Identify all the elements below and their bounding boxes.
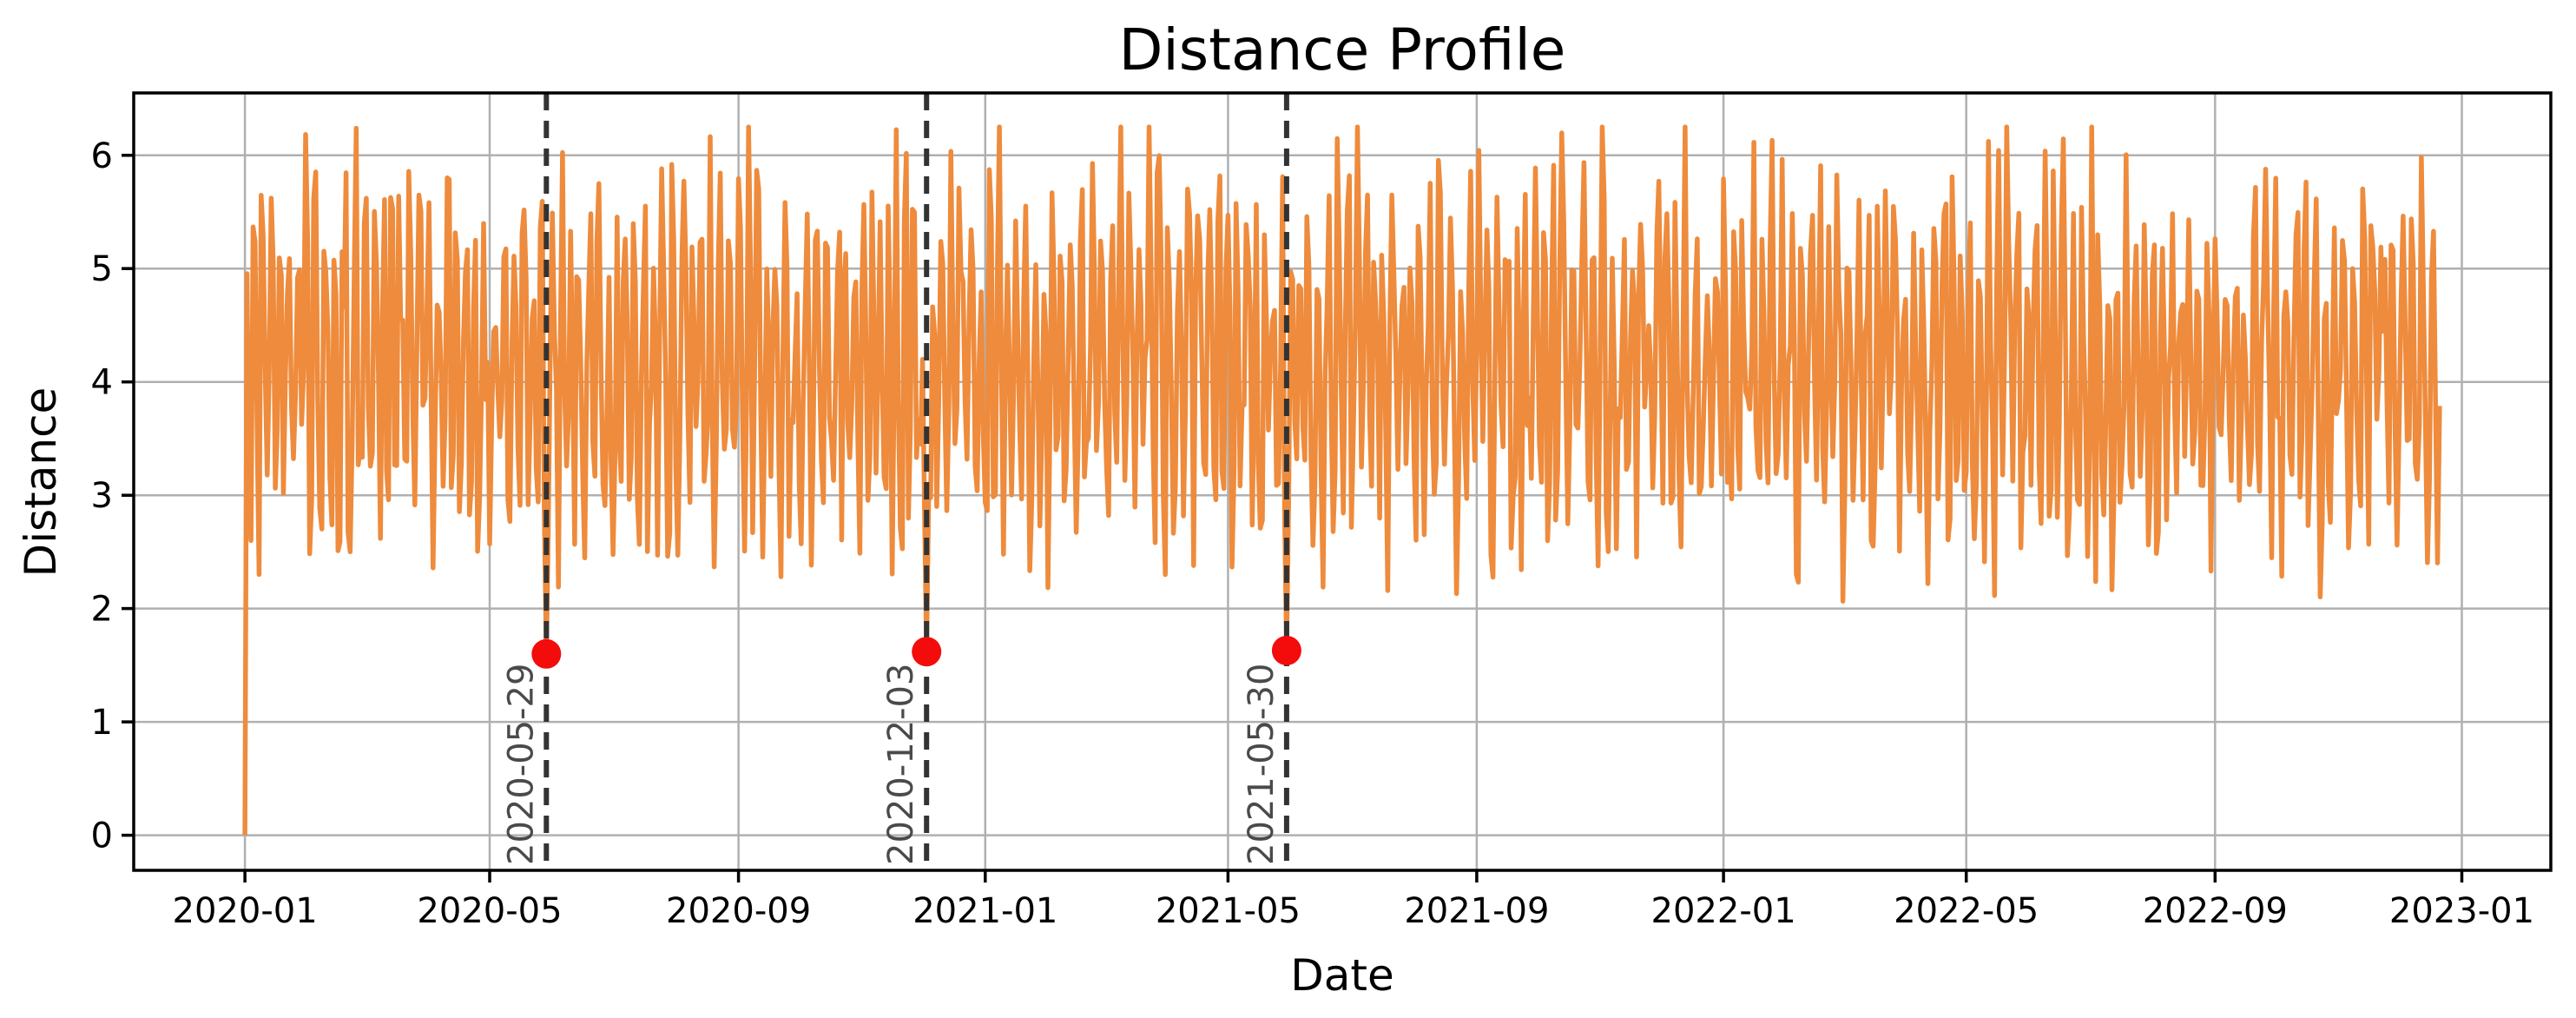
y-tick-label: 3 xyxy=(91,476,113,516)
x-tick-label: 2020-05 xyxy=(417,891,562,931)
x-tick-label: 2021-09 xyxy=(1404,891,1549,931)
y-tick-label: 2 xyxy=(91,590,113,630)
chart-title: Distance Profile xyxy=(1119,17,1566,83)
plot-border xyxy=(132,91,2553,872)
x-axis-label: Date xyxy=(1290,950,1394,1001)
tick-labels: 2020-01 2020-05 2020-09 2021-01 2021-05 2021-… xyxy=(91,136,2535,931)
distance-series-line xyxy=(242,124,2442,836)
x-tick-label: 2022-05 xyxy=(1894,891,2039,931)
y-tick-label: 1 xyxy=(91,703,113,743)
x-tick-label: 2022-09 xyxy=(2143,891,2288,931)
x-tick-label: 2022-01 xyxy=(1651,891,1796,931)
x-tick-label: 2020-01 xyxy=(173,891,318,931)
x-tick-label: 2023-01 xyxy=(2389,891,2534,931)
y-tick-label: 0 xyxy=(91,816,113,856)
x-tick-label: 2021-01 xyxy=(912,891,1057,931)
y-tick-label: 4 xyxy=(91,363,113,403)
tick-marks xyxy=(122,154,2464,882)
y-tick-label: 5 xyxy=(91,249,113,289)
annotations-layer: 2020-05-29 2020-12-03 2021-05-30 xyxy=(501,93,1301,870)
annotation-date-label: 2020-12-03 xyxy=(881,664,921,865)
y-tick-label: 6 xyxy=(91,136,113,176)
y-axis-label: Distance xyxy=(16,387,66,578)
x-tick-label: 2021-05 xyxy=(1156,891,1301,931)
annotation-marker-dot xyxy=(531,638,562,669)
annotation-marker-dot xyxy=(1271,635,1301,665)
annotation-date-label: 2020-05-29 xyxy=(501,664,541,865)
annotation-date-label: 2021-05-30 xyxy=(1242,664,1281,865)
annotation-marker-dot xyxy=(912,637,942,667)
x-tick-label: 2020-09 xyxy=(666,891,811,931)
series-layer xyxy=(242,124,2442,836)
